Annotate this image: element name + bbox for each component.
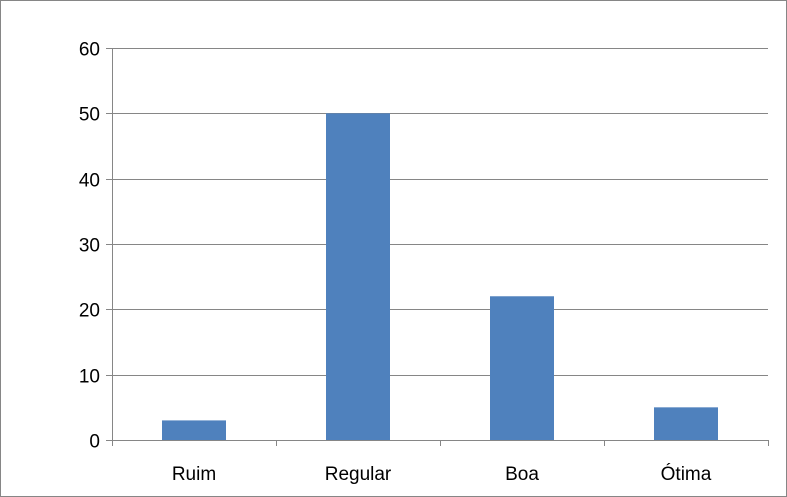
- y-tick-label: 0: [89, 432, 100, 453]
- x-category-label: Boa: [505, 464, 539, 485]
- y-tick-label: 60: [79, 40, 100, 61]
- axes: [106, 48, 769, 446]
- y-tick-label: 40: [79, 171, 100, 192]
- bar-regular: [326, 113, 390, 440]
- y-tick-label: 10: [79, 367, 100, 388]
- gridlines: [112, 48, 768, 376]
- bar-ótima: [654, 407, 718, 440]
- bars: [162, 113, 718, 440]
- x-category-label: Ruim: [172, 464, 216, 485]
- y-tick-label: 30: [79, 236, 100, 257]
- bar-ruim: [162, 420, 226, 440]
- y-tick-label: 50: [79, 105, 100, 126]
- x-category-label: Ótima: [661, 463, 712, 485]
- bar-boa: [490, 296, 554, 440]
- x-category-label: Regular: [325, 464, 392, 485]
- x-axis-category-labels: Ruim Regular Boa Ótima: [172, 463, 712, 485]
- y-axis-tick-labels: 0 10 20 30 40 50 60: [79, 40, 100, 453]
- y-tick-label: 20: [79, 301, 100, 322]
